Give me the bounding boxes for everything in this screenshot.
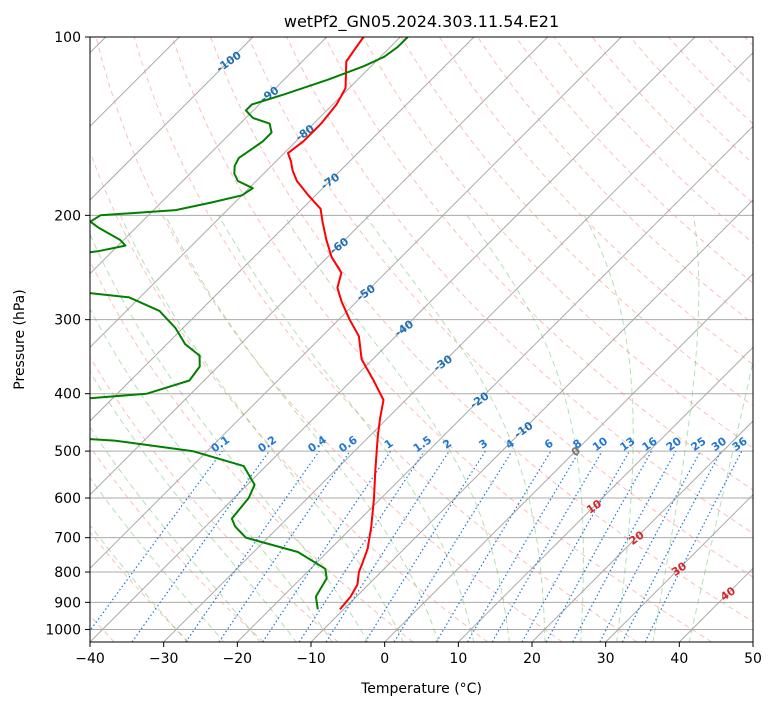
x-tick-label: −40 xyxy=(75,651,105,667)
y-tick-label: 900 xyxy=(54,595,81,611)
x-tick-label: −30 xyxy=(149,651,179,667)
x-tick-label: 10 xyxy=(449,651,467,667)
x-axis-title: Temperature (°C) xyxy=(360,681,482,697)
y-tick-label: 200 xyxy=(54,208,81,224)
x-tick-label: 0 xyxy=(380,651,389,667)
y-tick-label: 600 xyxy=(54,491,81,507)
x-tick-label: 30 xyxy=(597,651,615,667)
chart-title: wetPf2_GN05.2024.303.11.54.E21 xyxy=(284,12,559,32)
x-tick-label: 20 xyxy=(523,651,541,667)
y-axis-title: Pressure (hPa) xyxy=(12,289,28,389)
y-tick-label: 100 xyxy=(54,30,81,46)
y-tick-label: 300 xyxy=(54,313,81,329)
x-tick-label: 40 xyxy=(670,651,688,667)
x-tick-label: −20 xyxy=(223,651,253,667)
y-tick-label: 500 xyxy=(54,444,81,460)
x-tick-label: −10 xyxy=(296,651,326,667)
y-tick-label: 1000 xyxy=(45,622,81,638)
y-tick-label: 400 xyxy=(54,387,81,403)
y-tick-label: 800 xyxy=(54,565,81,581)
y-tick-label: 700 xyxy=(54,531,81,547)
x-tick-label: 50 xyxy=(744,651,762,667)
